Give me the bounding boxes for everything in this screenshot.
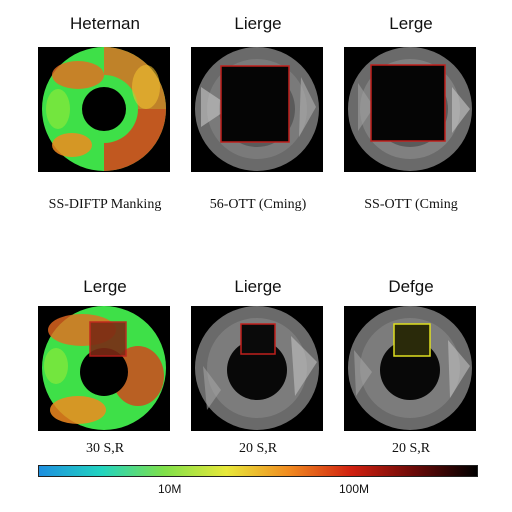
- panel-title-gray-bottom-middle: Lierge: [234, 277, 282, 296]
- colorbar: [38, 465, 478, 477]
- panel-title-heatmap-top: Heternan: [70, 14, 140, 33]
- colorbar-tick-label-10m: 10M: [158, 482, 182, 496]
- grayscale-ring-panel-bottom-right: [344, 306, 476, 431]
- grayscale-ring-panel-top-middle: [191, 47, 323, 172]
- grayscale-ring-panel-top-right: [344, 47, 476, 172]
- panel-caption-gray-bottom-right: 20 S,R: [391, 441, 431, 456]
- heatmap-ring-panel-bottom: [38, 306, 170, 431]
- grayscale-ring-panel-bottom-middle: [191, 306, 323, 431]
- panel-caption-gray-top-middle: 56-OTT (Cming): [209, 197, 307, 212]
- panel-caption-gray-top-right: SS-OTT (Cming: [364, 197, 458, 212]
- panel-title-heatmap-bottom: Lerge: [83, 277, 127, 296]
- colorbar-tick-label-100m: 100M: [339, 482, 370, 496]
- panel-title-gray-bottom-right: Defge: [388, 277, 434, 296]
- panel-caption-gray-bottom-middle: 20 S,R: [238, 441, 278, 456]
- panel-caption-heatmap-bottom: 30 S,R: [85, 441, 125, 456]
- panel-title-gray-top-right: Lerge: [389, 14, 433, 33]
- panel-caption-heatmap-top: SS-DIFTP Manking: [48, 197, 162, 212]
- panel-title-gray-top-middle: Lierge: [234, 14, 282, 33]
- heatmap-ring-panel-top: [38, 47, 170, 172]
